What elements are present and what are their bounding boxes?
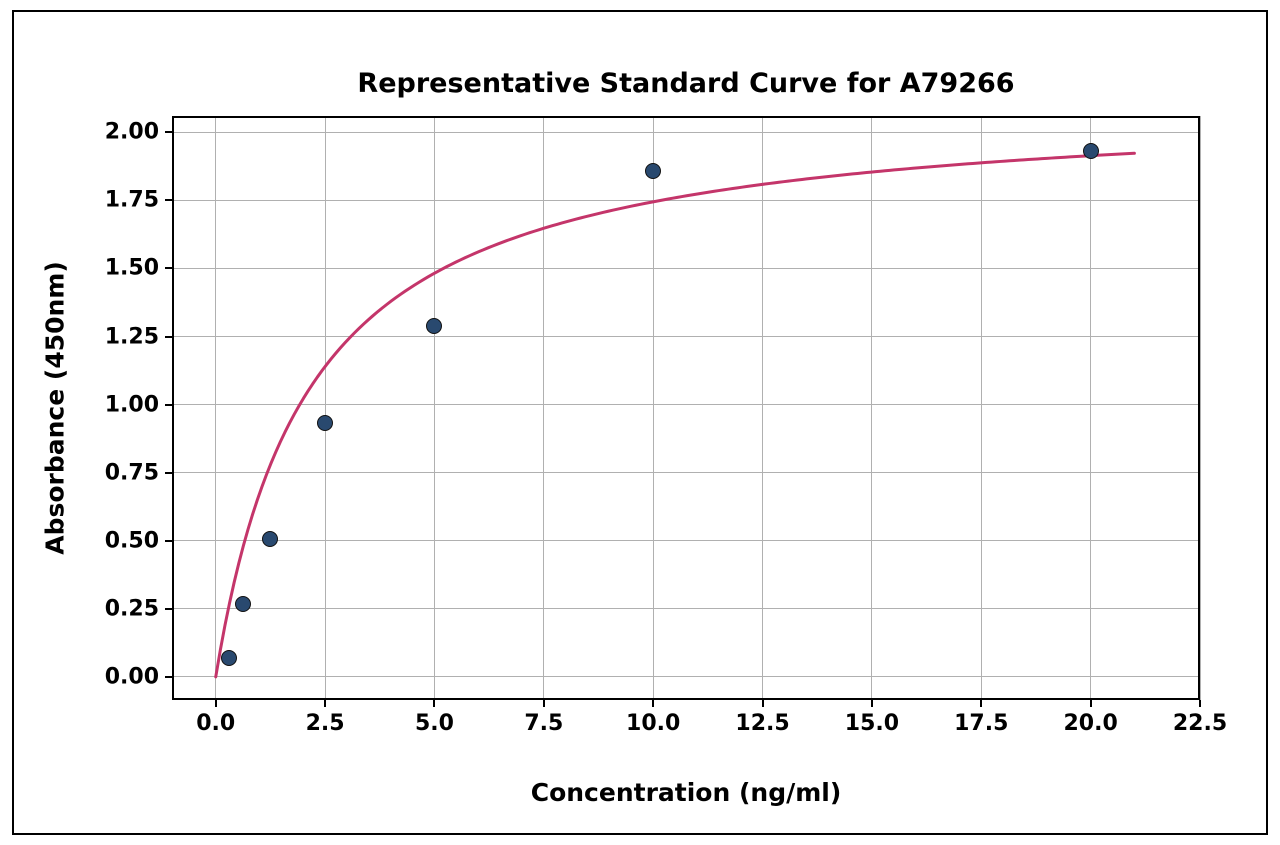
data-point: [235, 596, 251, 612]
fit-curve: [0, 0, 1280, 845]
data-point: [426, 318, 442, 334]
data-point: [645, 163, 661, 179]
data-point: [317, 415, 333, 431]
data-point: [1083, 143, 1099, 159]
data-point: [262, 531, 278, 547]
data-point: [221, 650, 237, 666]
figure: Representative Standard Curve for A79266…: [0, 0, 1280, 845]
